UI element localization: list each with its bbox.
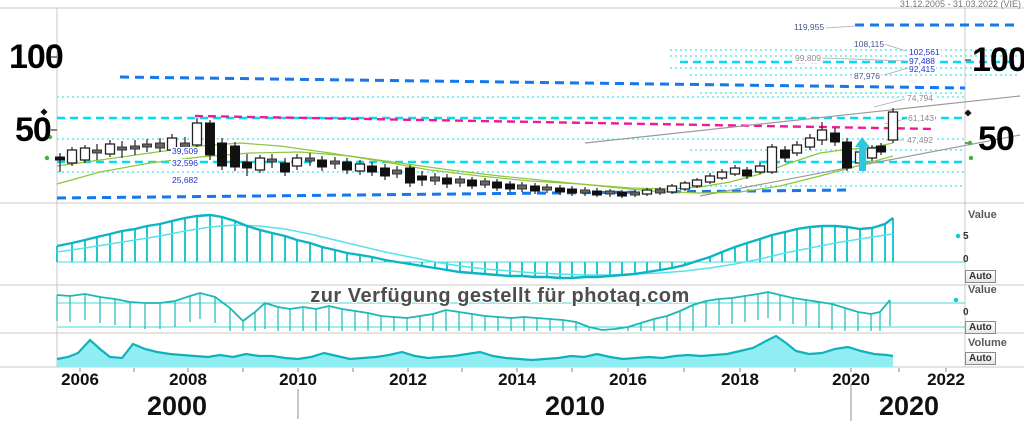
y-axis-right-50: 50 bbox=[978, 120, 1015, 158]
x-axis-decade-2020: 2020 bbox=[878, 391, 940, 421]
x-axis-year-2016: 2016 bbox=[609, 370, 647, 389]
price-label-74794: 74,794 bbox=[906, 93, 934, 103]
x-axis-year-2022: 2022 bbox=[927, 370, 965, 389]
panel3-auto-button[interactable]: Auto bbox=[965, 352, 996, 365]
date-range-header: 31.12.2005 - 31.03.2022 (VIE) bbox=[899, 0, 1021, 9]
x-axis-decade-2010: 2010 bbox=[544, 391, 606, 421]
price-label-47492: 47,492 bbox=[906, 135, 934, 145]
x-axis-year-2012: 2012 bbox=[389, 370, 427, 389]
watermark: zur Verfügung gestellt für photaq.com bbox=[310, 285, 690, 307]
x-axis-year-2008: 2008 bbox=[169, 370, 207, 389]
panel2-auto-button[interactable]: Auto bbox=[965, 321, 996, 334]
x-axis-year-2010: 2010 bbox=[279, 370, 317, 389]
price-label-32596: 32,596 bbox=[171, 158, 199, 168]
panel1-title: Value bbox=[968, 209, 997, 221]
price-label-97488: 97,488 bbox=[908, 56, 936, 66]
price-label-99809: 99,809 bbox=[794, 53, 822, 63]
x-axis-year-2018: 2018 bbox=[721, 370, 759, 389]
price-label-119955: 119,955 bbox=[793, 22, 826, 32]
price-label-61143: 61,143 bbox=[907, 113, 935, 123]
panel1-auto-button[interactable]: Auto bbox=[965, 270, 996, 283]
price-label-108115: 108,115 bbox=[853, 39, 886, 49]
y-axis-right-100: 100 bbox=[972, 41, 1024, 79]
panel1-tick-0: 0 bbox=[963, 254, 969, 265]
y-axis-left-50: 50 bbox=[15, 111, 52, 149]
x-axis-year-2014: 2014 bbox=[498, 370, 536, 389]
x-axis-year-2020: 2020 bbox=[832, 370, 870, 389]
panel2-tick-0: 0 bbox=[963, 307, 969, 318]
x-axis-year-2006: 2006 bbox=[61, 370, 99, 389]
x-axis-decade-2000: 2000 bbox=[146, 391, 208, 421]
price-label-39509: 39,509 bbox=[171, 146, 199, 156]
price-label-25682: 25,682 bbox=[171, 175, 199, 185]
price-label-87976: 87,976 bbox=[853, 71, 881, 81]
panel2-title: Value bbox=[968, 284, 997, 296]
panel1-tick-5: 5 bbox=[963, 231, 969, 242]
price-label-92415: 92,415 bbox=[908, 64, 936, 74]
y-axis-left-100: 100 bbox=[9, 38, 64, 76]
price-label-102561: 102,561 bbox=[908, 47, 941, 57]
panel3-title: Volume bbox=[968, 337, 1007, 349]
